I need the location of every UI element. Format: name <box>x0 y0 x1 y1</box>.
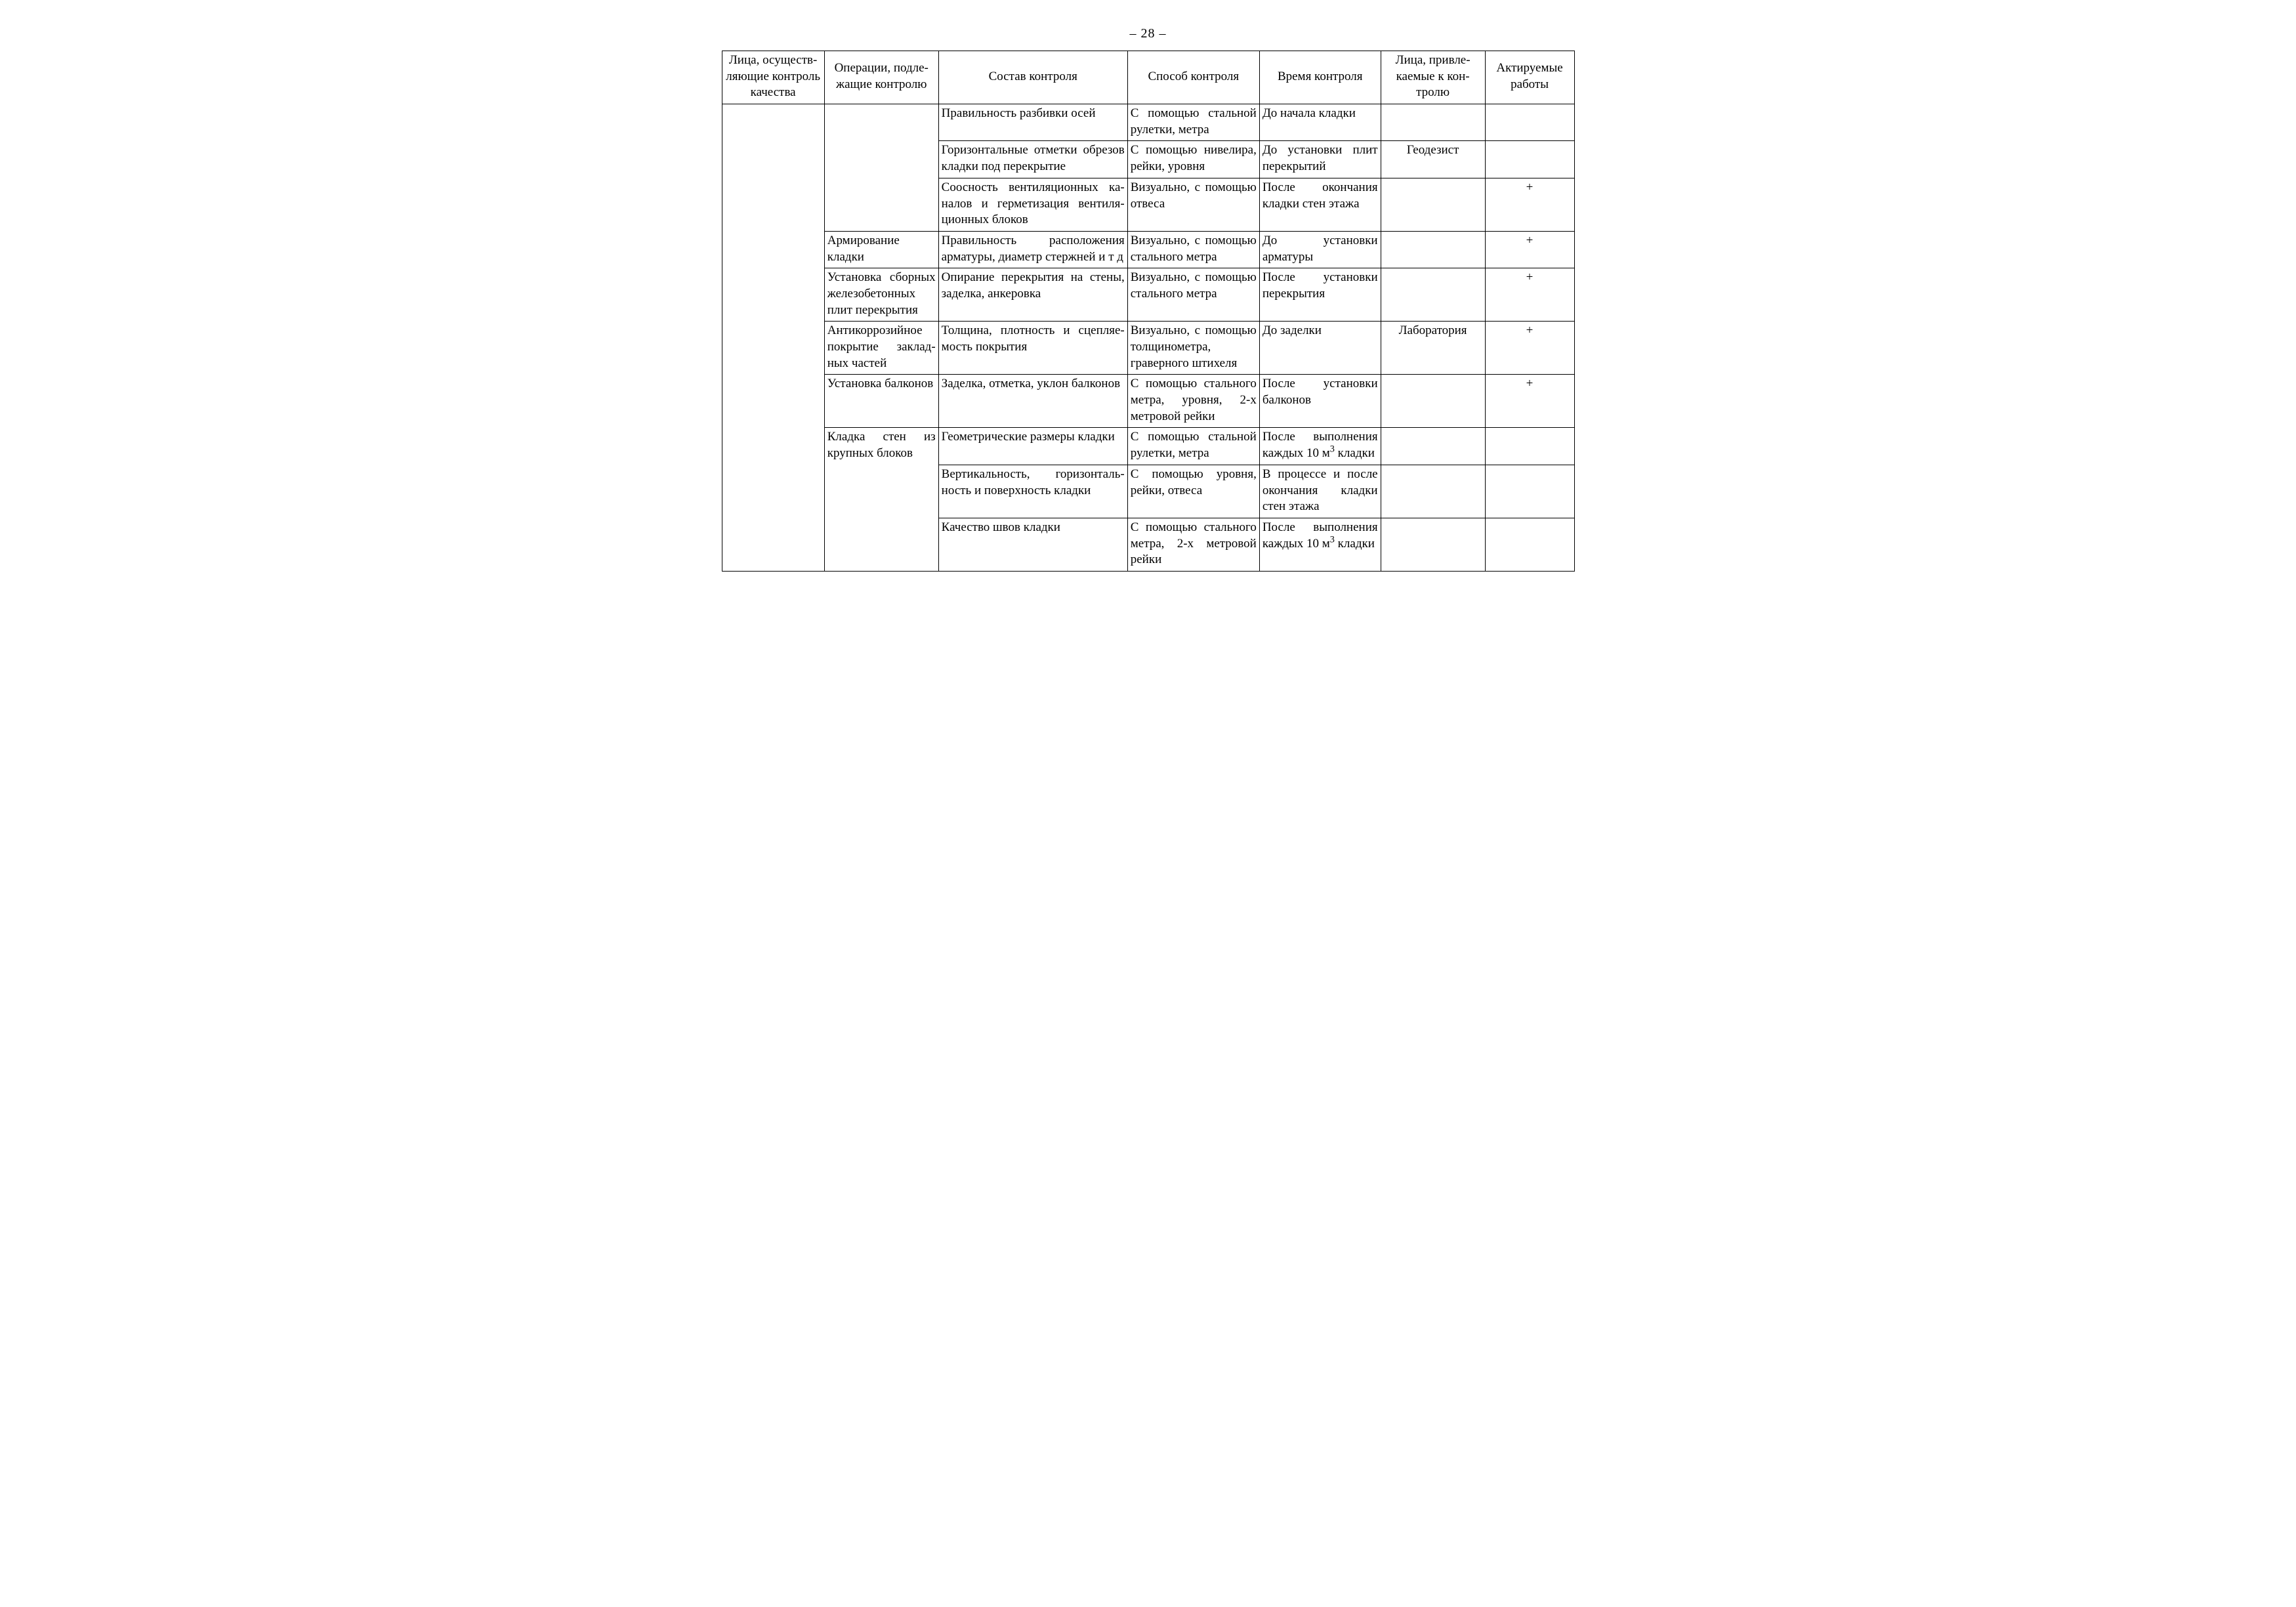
cell-method: Визуально, с по­мощью толщино­метра, гра… <box>1127 322 1259 375</box>
cell-method: С помощью сталь­ного метра, 2-х метровой… <box>1127 518 1259 571</box>
cell-time: До заделки <box>1259 322 1381 375</box>
cell-attracted <box>1381 178 1485 231</box>
cell-method: С помощью ниве­лира, рейки, уровня <box>1127 141 1259 178</box>
table-body: Правильность разбивки осей С помощью ста… <box>722 104 1574 572</box>
cell-method: Визуально, с по­мощью стального метра <box>1127 231 1259 268</box>
col-header-operations: Операции, подле­жащие контролю <box>824 51 938 104</box>
cell-attracted <box>1381 375 1485 428</box>
cell-time: После выполне­ния каждых 10 м3 кладки <box>1259 428 1381 465</box>
cell-composition: Правильность разбивки осей <box>938 104 1127 141</box>
cell-composition: Правильность расположения арматуры, диам… <box>938 231 1127 268</box>
table-row: Кладка стен из крупных блоков Геометриче… <box>722 428 1574 465</box>
cell-acts: + <box>1485 178 1574 231</box>
cell-attracted <box>1381 518 1485 571</box>
cell-composition: Заделка, отметка, уклон балко­нов <box>938 375 1127 428</box>
cell-attracted <box>1381 268 1485 322</box>
cell-time: После установки балконов <box>1259 375 1381 428</box>
cell-acts <box>1485 465 1574 518</box>
cell-composition: Геометрические размеры клад­ки <box>938 428 1127 465</box>
cell-time: До установки арматуры <box>1259 231 1381 268</box>
cell-operations: Установка сбор­ных железобетон­ных плит … <box>824 268 938 322</box>
cell-operations: Кладка стен из крупных блоков <box>824 428 938 572</box>
cell-operations: Армирование кладки <box>824 231 938 268</box>
cell-composition: Горизонтальные отметки обре­зов кладки п… <box>938 141 1127 178</box>
cell-persons <box>722 104 824 572</box>
cell-time: После выполне­ния каждых 10 м3 кладки <box>1259 518 1381 571</box>
page-number: – 28 – <box>722 26 1575 41</box>
cell-acts: + <box>1485 322 1574 375</box>
cell-acts <box>1485 428 1574 465</box>
cell-time: В процессе и по­сле окончания кладки сте… <box>1259 465 1381 518</box>
col-header-persons: Лица, осуществ­ляющие кон­троль качества <box>722 51 824 104</box>
cell-operations: Антикоррозийное покрытие заклад­ных част… <box>824 322 938 375</box>
col-header-method: Способ контроля <box>1127 51 1259 104</box>
col-header-composition: Состав контроля <box>938 51 1127 104</box>
col-header-acts: Актируемые работы <box>1485 51 1574 104</box>
cell-acts: + <box>1485 375 1574 428</box>
cell-attracted: Лаборатория <box>1381 322 1485 375</box>
table-row: Правильность разбивки осей С помощью ста… <box>722 104 1574 141</box>
cell-method: Визуально, с по­мощью стального метра <box>1127 268 1259 322</box>
cell-acts <box>1485 518 1574 571</box>
cell-composition: Соосность вентиляционных ка­налов и герм… <box>938 178 1127 231</box>
control-table: Лица, осуществ­ляющие кон­троль качества… <box>722 51 1575 572</box>
cell-composition: Качество швов кладки <box>938 518 1127 571</box>
col-header-attracted: Лица, привле­каемые к кон­тролю <box>1381 51 1485 104</box>
cell-operations <box>824 104 938 232</box>
cell-attracted <box>1381 104 1485 141</box>
table-row: Антикоррозийное покрытие заклад­ных част… <box>722 322 1574 375</box>
cell-time: После окончания кладки стен эта­жа <box>1259 178 1381 231</box>
table-header-row: Лица, осуществ­ляющие кон­троль качества… <box>722 51 1574 104</box>
table-row: Установка балко­нов Заделка, отметка, ук… <box>722 375 1574 428</box>
cell-time: До начала клад­ки <box>1259 104 1381 141</box>
cell-composition: Толщина, плотность и сцепляе­мость покры… <box>938 322 1127 375</box>
cell-attracted <box>1381 231 1485 268</box>
cell-method: С помощью уровня, рейки, отвеса <box>1127 465 1259 518</box>
cell-acts <box>1485 141 1574 178</box>
cell-operations: Установка балко­нов <box>824 375 938 428</box>
cell-method: Визуально, с по­мощью отвеса <box>1127 178 1259 231</box>
cell-time: После установки перекрытия <box>1259 268 1381 322</box>
cell-method: С помощью сталь­ной рулетки, метра <box>1127 428 1259 465</box>
cell-acts <box>1485 104 1574 141</box>
cell-acts: + <box>1485 268 1574 322</box>
cell-composition: Опирание перекрытия на стены, заделка, а… <box>938 268 1127 322</box>
table-row: Установка сбор­ных железобетон­ных плит … <box>722 268 1574 322</box>
cell-composition: Вертикальность, горизонталь­ность и пове… <box>938 465 1127 518</box>
cell-attracted: Геодезист <box>1381 141 1485 178</box>
table-row: Армирование кладки Правильность располож… <box>722 231 1574 268</box>
cell-method: С помощью сталь­ного метра, уровня, 2-х … <box>1127 375 1259 428</box>
cell-method: С помощью сталь­ной рулетки, метра <box>1127 104 1259 141</box>
cell-attracted <box>1381 428 1485 465</box>
cell-acts: + <box>1485 231 1574 268</box>
col-header-time: Время контроля <box>1259 51 1381 104</box>
cell-attracted <box>1381 465 1485 518</box>
cell-time: До установки плит перекрытий <box>1259 141 1381 178</box>
